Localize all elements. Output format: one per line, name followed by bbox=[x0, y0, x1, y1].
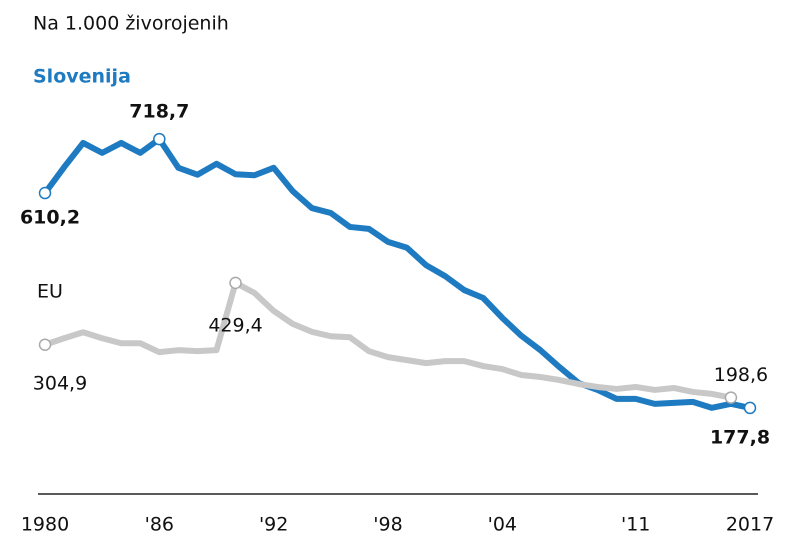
x-tick-label: '98 bbox=[373, 514, 402, 536]
series-line bbox=[42, 136, 751, 411]
point-marker bbox=[229, 276, 242, 290]
data-label: 718,7 bbox=[129, 101, 189, 123]
series-line bbox=[44, 279, 732, 401]
x-tick-label: '04 bbox=[488, 514, 517, 536]
data-label: 610,2 bbox=[20, 207, 80, 229]
point-marker bbox=[38, 186, 52, 200]
point-marker bbox=[38, 338, 52, 352]
x-tick-label: '92 bbox=[259, 514, 288, 536]
x-tick-label: 1980 bbox=[21, 514, 69, 536]
x-tick-label: '86 bbox=[145, 514, 174, 536]
data-label: 177,8 bbox=[710, 426, 770, 448]
x-tick-label: '11 bbox=[621, 514, 650, 536]
series-label: EU bbox=[37, 281, 63, 303]
series-label: Slovenija bbox=[33, 66, 131, 88]
data-label: 304,9 bbox=[33, 372, 87, 394]
data-label: 198,6 bbox=[714, 364, 768, 386]
x-tick-label: 2017 bbox=[726, 514, 774, 536]
chart-title: Na 1.000 živorojenih bbox=[33, 13, 229, 35]
data-label: 429,4 bbox=[208, 314, 262, 336]
point-marker bbox=[724, 391, 738, 404]
point-marker bbox=[743, 401, 757, 415]
point-marker bbox=[153, 132, 166, 146]
